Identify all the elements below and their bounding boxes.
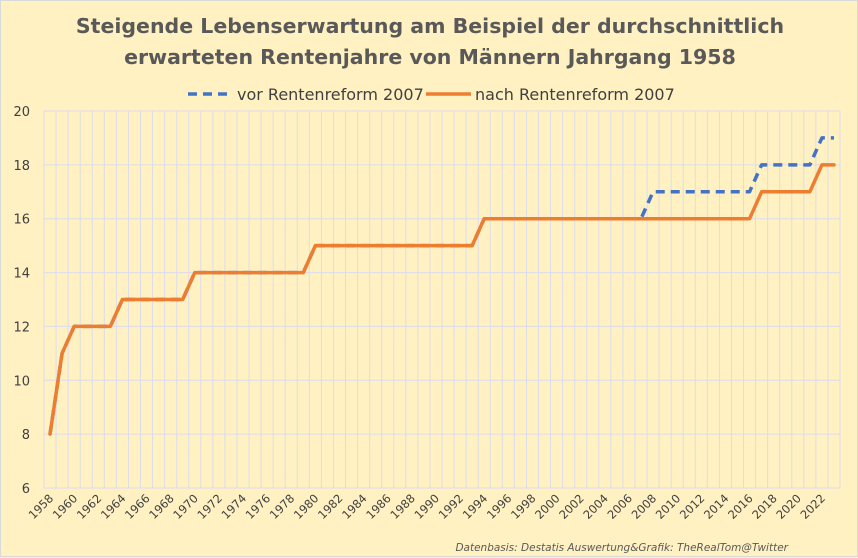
y-tick-label: 6 (22, 482, 30, 497)
legend: vor Rentenreform 2007 nach Rentenreform … (188, 85, 675, 104)
x-tick-label: 2012 (677, 491, 708, 522)
x-tick-label: 2014 (701, 491, 732, 522)
x-tick-label: 1974 (219, 491, 250, 522)
x-tick-label: 1990 (411, 491, 442, 522)
y-tick-label: 14 (13, 267, 30, 282)
chart-title-line-2: erwarteten Rentenjahre von Männern Jahrg… (124, 45, 736, 69)
x-tick-label: 1976 (243, 491, 274, 522)
x-tick-label: 1984 (339, 491, 370, 522)
x-tick-label: 2000 (532, 491, 563, 522)
legend-label-nach: nach Rentenreform 2007 (475, 85, 675, 104)
x-tick-label: 1966 (122, 491, 153, 522)
x-tick-label: 1970 (170, 491, 201, 522)
x-tick-label: 2020 (773, 491, 804, 522)
y-tick-label: 16 (13, 213, 30, 228)
x-tick-label: 1960 (50, 491, 81, 522)
x-tick-label: 1996 (484, 491, 515, 522)
x-tick-label: 1972 (194, 491, 225, 522)
x-tick-label: 1986 (363, 491, 394, 522)
x-tick-label: 2018 (749, 491, 780, 522)
y-tick-label: 20 (13, 105, 30, 120)
series-line-nach-rentenreform (48, 163, 836, 436)
y-tick-label: 12 (13, 320, 30, 335)
x-tick-label: 1962 (74, 491, 105, 522)
x-tick-label: 1964 (98, 491, 129, 522)
chart-title-line-1: Steigende Lebenserwartung am Beispiel de… (76, 14, 784, 38)
y-tick-label: 10 (13, 374, 30, 389)
y-tick-label: 8 (22, 428, 30, 443)
x-tick-label: 1992 (436, 491, 467, 522)
x-tick-label: 1958 (26, 491, 57, 522)
x-tick-label: 2022 (797, 491, 828, 522)
x-tick-label: 1982 (315, 491, 346, 522)
x-tick-label: 2002 (556, 491, 587, 522)
x-tick-label: 1968 (146, 491, 177, 522)
source-note: Datenbasis: Destatis Auswertung&Grafik: … (455, 542, 788, 554)
x-tick-label: 2016 (725, 491, 756, 522)
x-tick-label: 2008 (629, 491, 660, 522)
x-axis-tick-labels: 1958196019621964196619681970197219741976… (26, 491, 828, 522)
x-tick-label: 2010 (653, 491, 684, 522)
x-tick-label: 1998 (508, 491, 539, 522)
x-tick-label: 2004 (580, 491, 611, 522)
x-tick-label: 1978 (267, 491, 298, 522)
x-tick-label: 1988 (387, 491, 418, 522)
x-tick-label: 1980 (291, 491, 322, 522)
data-series (48, 136, 836, 436)
x-tick-label: 1994 (460, 491, 491, 522)
y-tick-label: 18 (13, 159, 30, 174)
x-tick-label: 2006 (604, 491, 635, 522)
legend-label-vor: vor Rentenreform 2007 (237, 85, 424, 104)
y-axis-tick-labels: 6 8 10 12 14 16 18 20 (13, 105, 30, 497)
